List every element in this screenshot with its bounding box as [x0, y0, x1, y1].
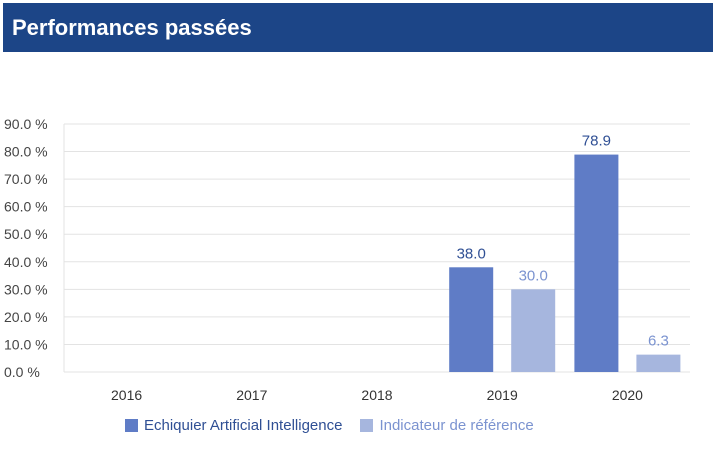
legend-item-fund[interactable]: Echiquier Artificial Intelligence	[125, 417, 342, 434]
y-tick-label: 30.0 %	[4, 281, 48, 297]
bar-benchmark-2019	[511, 289, 556, 372]
bar-benchmark-2020	[636, 354, 681, 372]
legend-swatch-fund	[125, 419, 138, 432]
page-title: Performances passées	[12, 15, 252, 40]
data-label: 6.3	[648, 333, 669, 350]
data-label: 30.0	[519, 267, 548, 284]
y-tick-label: 50.0 %	[4, 226, 48, 242]
legend-swatch-benchmark	[360, 419, 374, 432]
y-tick-label: 70.0 %	[4, 171, 48, 187]
x-tick-label: 2019	[487, 387, 518, 403]
legend: Echiquier Artificial Intelligence Indica…	[125, 417, 534, 434]
bar-fund-2019	[449, 267, 494, 372]
x-tick-label: 2018	[361, 387, 392, 403]
y-tick-label: 80.0 %	[4, 144, 48, 160]
x-tick-label: 2016	[111, 387, 142, 403]
header-bar: Performances passées	[3, 3, 713, 52]
y-tick-label: 10.0 %	[4, 336, 48, 352]
data-label: 38.0	[457, 245, 486, 262]
y-tick-label: 60.0 %	[4, 199, 48, 215]
y-tick-label: 90.0 %	[4, 116, 48, 132]
legend-item-benchmark[interactable]: Indicateur de référence	[360, 417, 534, 434]
data-label: 78.9	[582, 133, 611, 150]
y-tick-label: 0.0 %	[4, 364, 40, 380]
legend-label-fund: Echiquier Artificial Intelligence	[144, 417, 343, 434]
y-tick-label: 40.0 %	[4, 254, 48, 270]
legend-label-benchmark: Indicateur de référence	[379, 417, 534, 434]
x-tick-label: 2017	[236, 387, 267, 403]
x-tick-label: 2020	[612, 387, 643, 403]
y-tick-label: 20.0 %	[4, 309, 48, 325]
bar-fund-2020	[574, 154, 619, 372]
